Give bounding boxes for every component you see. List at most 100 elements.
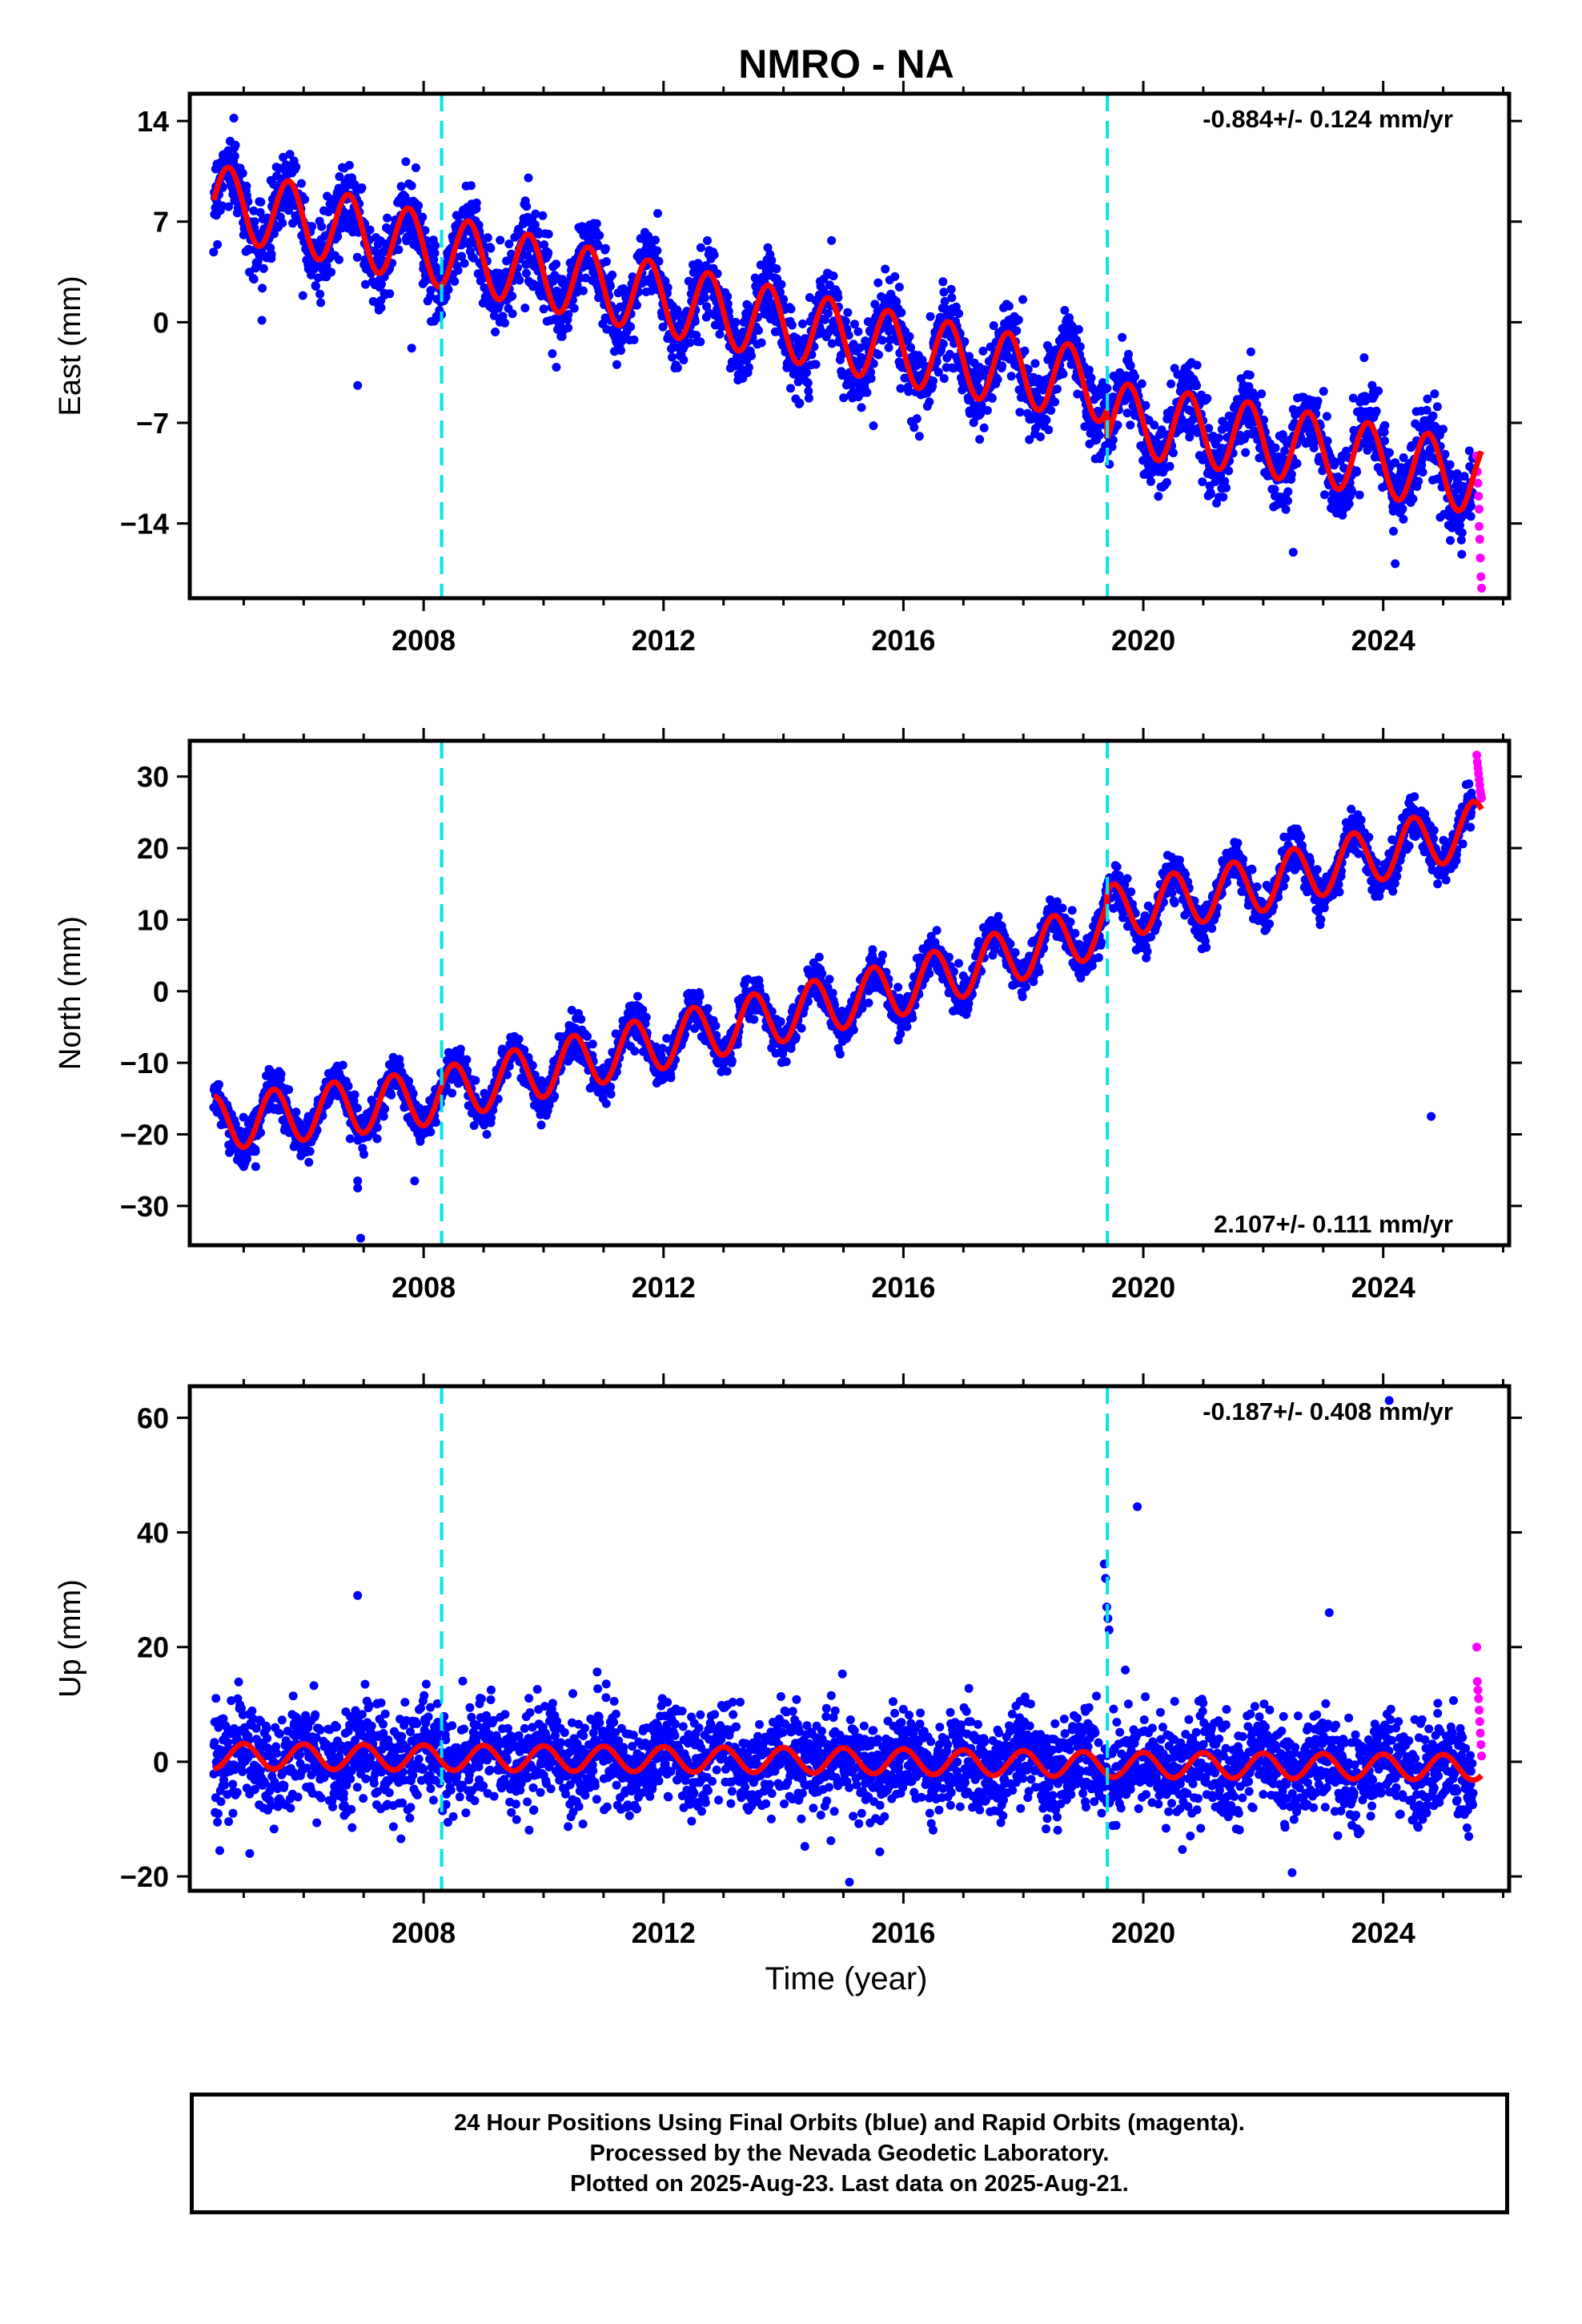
data-point	[679, 356, 689, 364]
data-point	[567, 1006, 576, 1015]
data-point	[469, 1121, 479, 1130]
data-point	[804, 393, 813, 403]
data-point	[1025, 435, 1034, 444]
data-point	[819, 286, 829, 296]
data-point	[695, 991, 705, 1001]
data-point	[385, 289, 395, 299]
data-point	[616, 346, 625, 356]
data-point	[1399, 514, 1408, 524]
data-point	[1287, 469, 1296, 479]
data-point	[1439, 424, 1447, 434]
data-point	[1044, 425, 1054, 435]
data-point	[945, 349, 954, 359]
data-point	[272, 171, 282, 181]
data-point	[564, 323, 573, 332]
data-point	[1270, 485, 1279, 494]
data-point	[379, 1112, 388, 1121]
data-point	[521, 268, 531, 278]
data-point	[249, 206, 259, 215]
data-point	[989, 321, 998, 331]
data-point	[1348, 393, 1358, 403]
data-point	[307, 222, 317, 231]
model-fit-line	[211, 164, 1110, 439]
data-point	[602, 257, 611, 267]
data-point	[1322, 412, 1331, 421]
data-point	[496, 235, 505, 245]
data-point	[1214, 433, 1223, 443]
data-point	[1380, 420, 1390, 430]
data-point	[520, 304, 530, 313]
data-point	[504, 239, 514, 249]
data-point	[1309, 438, 1319, 448]
plot-area	[209, 114, 1487, 593]
data-point	[592, 219, 601, 228]
data-point	[1150, 420, 1159, 430]
data-point	[352, 1104, 362, 1113]
data-point	[291, 1108, 301, 1117]
data-point	[338, 1060, 347, 1070]
data-point	[1323, 436, 1332, 446]
data-point	[213, 239, 223, 249]
data-point	[1379, 428, 1389, 436]
data-point	[696, 337, 705, 347]
data-point	[1018, 295, 1028, 304]
data-point	[1394, 477, 1403, 487]
data-point	[1399, 453, 1408, 462]
x-tick-label: 2008	[391, 624, 456, 657]
data-point	[1198, 477, 1207, 487]
data-point	[749, 1015, 759, 1024]
data-point	[767, 255, 777, 265]
data-point	[263, 1104, 273, 1114]
data-point	[1084, 365, 1094, 375]
data-point	[530, 220, 540, 230]
data-point	[1374, 386, 1383, 396]
data-point	[657, 1043, 667, 1053]
data-point	[1086, 373, 1096, 383]
data-point	[1108, 435, 1118, 444]
data-point	[224, 202, 233, 211]
data-point	[1457, 549, 1467, 559]
data-point	[1432, 402, 1442, 412]
data-point	[250, 217, 259, 227]
data-point	[1004, 301, 1014, 311]
data-point	[1052, 384, 1062, 394]
data-point	[345, 1134, 355, 1144]
data-point	[558, 275, 568, 284]
data-point	[396, 182, 406, 191]
data-point	[376, 303, 386, 312]
rapid-point	[1476, 572, 1486, 581]
data-point	[827, 235, 837, 245]
data-point	[407, 181, 416, 191]
data-point	[723, 300, 733, 308]
data-point	[394, 245, 404, 255]
data-point	[300, 195, 310, 204]
data-point	[1046, 406, 1056, 415]
data-point	[744, 363, 753, 372]
y-axis-label: East (mm)	[54, 275, 87, 416]
data-point	[771, 1048, 781, 1058]
data-point	[1371, 406, 1381, 416]
data-point	[564, 310, 573, 320]
data-point	[776, 287, 785, 297]
data-point	[230, 151, 239, 161]
data-point	[1398, 504, 1407, 513]
data-point	[938, 277, 948, 287]
data-point	[466, 181, 476, 191]
data-point	[1166, 379, 1176, 388]
data-point	[1355, 490, 1364, 500]
data-point	[715, 329, 725, 339]
data-point	[787, 320, 797, 330]
data-point	[651, 235, 660, 245]
data-point	[722, 1067, 732, 1076]
data-point	[763, 243, 773, 252]
data-point	[1192, 360, 1202, 370]
data-point	[601, 1099, 611, 1108]
data-point	[825, 280, 834, 290]
data-point	[929, 376, 938, 386]
data-point	[939, 287, 949, 297]
data-point	[1030, 359, 1040, 368]
data-point	[372, 1134, 382, 1144]
data-point	[387, 1090, 396, 1100]
data-point	[350, 1090, 359, 1100]
